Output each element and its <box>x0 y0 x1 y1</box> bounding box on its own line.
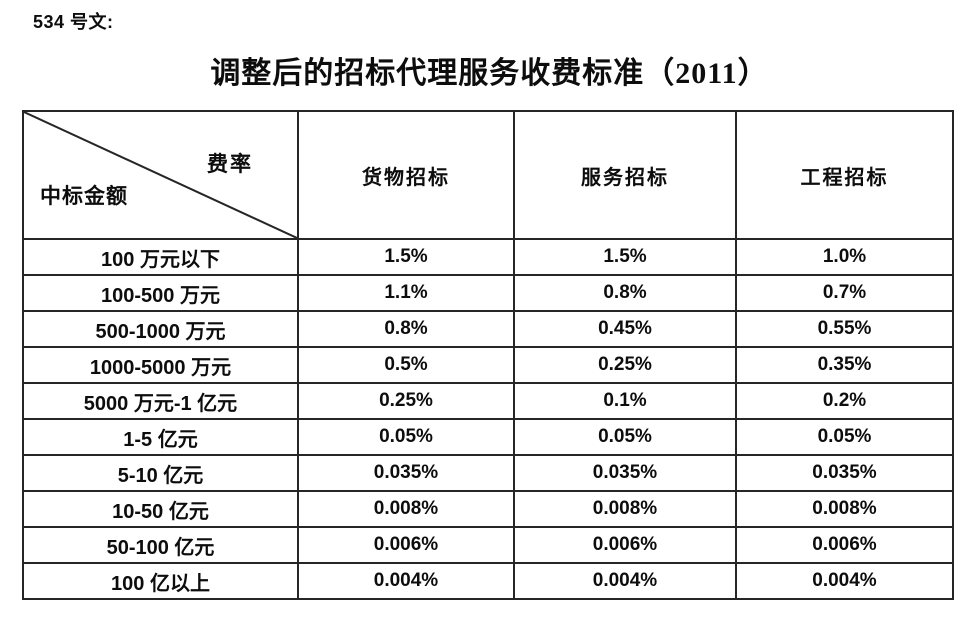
fee-cell: 0.035% <box>297 454 515 492</box>
corner-label-amount: 中标金额 <box>40 185 128 208</box>
fee-cell: 0.2% <box>735 382 954 420</box>
fee-cell: 0.5% <box>297 346 515 384</box>
fee-cell: 1.0% <box>735 238 954 276</box>
row-label-cell: 5-10 亿元 <box>22 454 299 492</box>
fee-cell: 0.8% <box>513 274 737 312</box>
table-row: 5-10 亿元 0.035% 0.035% 0.035% <box>22 454 954 492</box>
fee-cell: 0.008% <box>513 490 737 528</box>
fee-cell: 1.5% <box>297 238 515 276</box>
fee-cell: 0.006% <box>513 526 737 564</box>
row-label-cell: 50-100 亿元 <box>22 526 299 564</box>
row-label-cell: 100-500 万元 <box>22 274 299 312</box>
table-row: 100 亿以上 0.004% 0.004% 0.004% <box>22 562 954 600</box>
fee-cell: 0.035% <box>513 454 737 492</box>
diagonal-corner-cell: 费率 中标金额 <box>22 110 299 240</box>
fee-cell: 0.7% <box>735 274 954 312</box>
table-row: 5000 万元-1 亿元 0.25% 0.1% 0.2% <box>22 382 954 420</box>
fee-cell: 0.25% <box>513 346 737 384</box>
fee-cell: 0.05% <box>297 418 515 456</box>
fee-cell: 0.008% <box>297 490 515 528</box>
fee-cell: 0.008% <box>735 490 954 528</box>
fee-cell: 1.1% <box>297 274 515 312</box>
fee-cell: 0.35% <box>735 346 954 384</box>
table-header-row: 费率 中标金额 货物招标 服务招标 工程招标 <box>22 110 954 240</box>
fee-cell: 0.1% <box>513 382 737 420</box>
fee-cell: 0.006% <box>297 526 515 564</box>
corner-label-rate: 费率 <box>207 153 253 176</box>
table-row: 50-100 亿元 0.006% 0.006% 0.006% <box>22 526 954 564</box>
fee-cell: 0.004% <box>297 562 515 600</box>
row-label-cell: 100 亿以上 <box>22 562 299 600</box>
diagonal-divider-line <box>24 112 297 238</box>
fee-cell: 0.55% <box>735 310 954 348</box>
table-row: 1000-5000 万元 0.5% 0.25% 0.35% <box>22 346 954 384</box>
table-row: 500-1000 万元 0.8% 0.45% 0.55% <box>22 310 954 348</box>
row-label-cell: 5000 万元-1 亿元 <box>22 382 299 420</box>
row-label-cell: 1-5 亿元 <box>22 418 299 456</box>
table-row: 100-500 万元 1.1% 0.8% 0.7% <box>22 274 954 312</box>
fee-cell: 0.8% <box>297 310 515 348</box>
fee-cell: 0.006% <box>735 526 954 564</box>
row-label-cell: 1000-5000 万元 <box>22 346 299 384</box>
column-header-goods: 货物招标 <box>297 110 515 240</box>
fee-cell: 0.004% <box>513 562 737 600</box>
row-label-cell: 100 万元以下 <box>22 238 299 276</box>
row-label-cell: 10-50 亿元 <box>22 490 299 528</box>
column-header-engineering: 工程招标 <box>735 110 954 240</box>
fee-cell: 0.05% <box>513 418 737 456</box>
document-number-label: 534 号文: <box>33 12 114 32</box>
fee-cell: 0.45% <box>513 310 737 348</box>
table-row: 1-5 亿元 0.05% 0.05% 0.05% <box>22 418 954 456</box>
row-label-cell: 500-1000 万元 <box>22 310 299 348</box>
table-row: 100 万元以下 1.5% 1.5% 1.0% <box>22 238 954 276</box>
fee-cell: 0.25% <box>297 382 515 420</box>
fee-cell: 1.5% <box>513 238 737 276</box>
fee-standard-table: 费率 中标金额 货物招标 服务招标 工程招标 100 万元以下 1.5% 1.5… <box>22 110 954 600</box>
table-row: 10-50 亿元 0.008% 0.008% 0.008% <box>22 490 954 528</box>
page-title: 调整后的招标代理服务收费标准（2011） <box>210 57 769 90</box>
fee-cell: 0.004% <box>735 562 954 600</box>
fee-cell: 0.035% <box>735 454 954 492</box>
fee-cell: 0.05% <box>735 418 954 456</box>
column-header-services: 服务招标 <box>513 110 737 240</box>
